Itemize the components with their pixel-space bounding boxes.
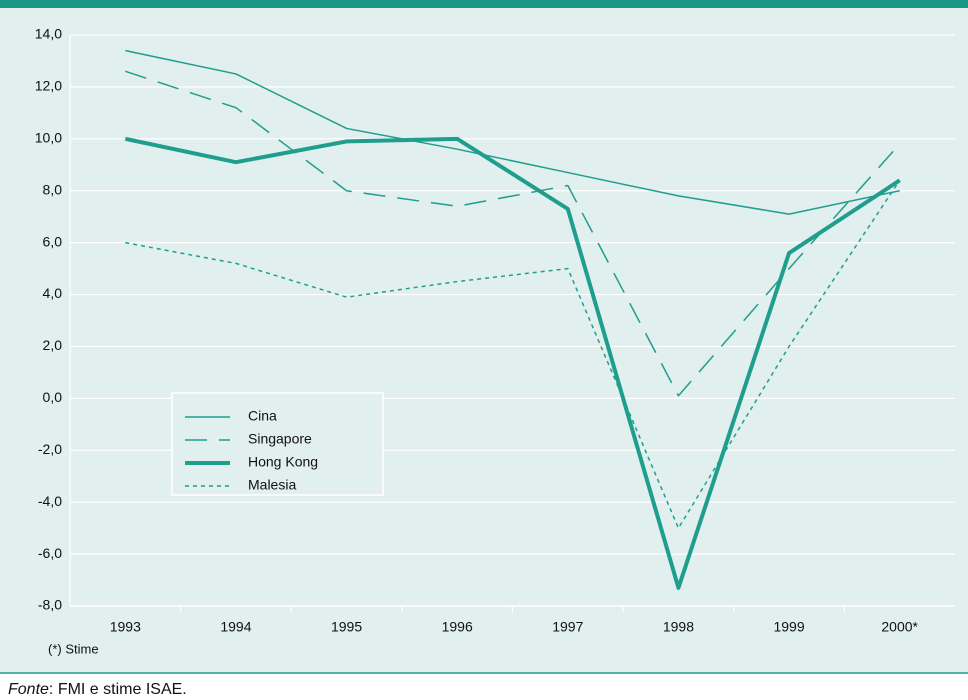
background bbox=[0, 0, 968, 673]
y-tick-label: -8,0 bbox=[38, 597, 62, 613]
y-tick-label: 10,0 bbox=[35, 130, 62, 146]
legend-box bbox=[171, 392, 384, 496]
x-tick-label: 1999 bbox=[773, 619, 804, 635]
source: Fonte: FMI e stime ISAE. bbox=[8, 681, 187, 698]
y-tick-label: -6,0 bbox=[38, 545, 62, 561]
legend-label: Malesia bbox=[248, 477, 296, 493]
y-tick-label: 12,0 bbox=[35, 78, 62, 94]
top-bar bbox=[0, 0, 968, 8]
source-label: Fonte bbox=[8, 681, 49, 698]
x-tick-label: 1998 bbox=[663, 619, 694, 635]
legend-label: Singapore bbox=[248, 431, 312, 447]
source-text: : FMI e stime ISAE. bbox=[49, 681, 187, 698]
y-tick-label: 4,0 bbox=[43, 285, 63, 301]
legend-label: Cina bbox=[248, 408, 277, 424]
series-line bbox=[125, 70, 901, 397]
y-tick-label: -2,0 bbox=[38, 441, 62, 457]
note: (*) Stime bbox=[48, 641, 99, 656]
x-tick-label: 1995 bbox=[331, 619, 362, 635]
series-line bbox=[124, 136, 901, 590]
y-tick-label: -4,0 bbox=[38, 493, 62, 509]
series-line bbox=[125, 179, 901, 529]
y-tick-label: 6,0 bbox=[43, 233, 63, 249]
x-tick-label: 1994 bbox=[220, 619, 251, 635]
y-tick-label: 0,0 bbox=[43, 389, 63, 405]
y-tick-label: 14,0 bbox=[35, 26, 62, 42]
series-line bbox=[125, 49, 900, 215]
x-tick-label: 1993 bbox=[110, 619, 141, 635]
y-tick-label: 8,0 bbox=[43, 181, 63, 197]
x-tick-label: 1996 bbox=[442, 619, 473, 635]
legend-label: Hong Kong bbox=[248, 454, 318, 470]
x-tick-label: 2000* bbox=[881, 619, 918, 635]
y-tick-label: 2,0 bbox=[43, 337, 63, 353]
x-tick-label: 1997 bbox=[552, 619, 583, 635]
